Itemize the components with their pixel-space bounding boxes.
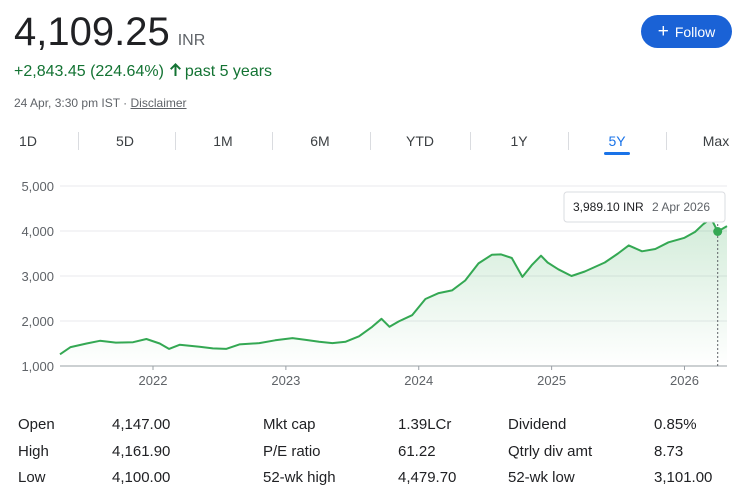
stat-value-52wk-high: 4,479.70 — [398, 469, 457, 486]
stat-value-mkt-cap: 1.39LCr — [398, 416, 452, 433]
stat-label-52wk-low: 52-wk low — [508, 469, 575, 486]
change-value: +2,843.45 (224.64%) — [14, 63, 164, 80]
y-tick-label: 1,000 — [21, 359, 54, 374]
x-tick-label: 2025 — [537, 373, 566, 388]
currency-label: INR — [177, 32, 206, 49]
stat-value-low: 4,100.00 — [112, 469, 171, 486]
tab-max[interactable]: Max — [702, 133, 730, 149]
price-change: +2,843.45 (224.64%) past 5 years — [14, 63, 272, 81]
tab-5y[interactable]: 5Y — [589, 124, 645, 158]
x-tick-label: 2023 — [271, 373, 300, 388]
timestamp: 24 Apr, 3:30 pm IST · — [14, 96, 131, 110]
stat-label-low: Low — [18, 469, 46, 486]
tab-1y[interactable]: 1Y — [510, 133, 528, 149]
stat-value-open: 4,147.00 — [112, 416, 171, 433]
y-tick-label: 2,000 — [21, 314, 54, 329]
stat-label-open: Open — [18, 416, 55, 433]
current-price: 4,109.25 — [14, 10, 170, 54]
price-header: 4,109.25 INR — [14, 10, 205, 55]
stat-label-52wk-high: 52-wk high — [263, 469, 336, 486]
tab-5d[interactable]: 5D — [116, 133, 134, 149]
y-tick-label: 4,000 — [21, 224, 54, 239]
tab-divider — [568, 132, 569, 150]
plus-icon: + — [657, 21, 669, 42]
tooltip-date: 2 Apr 2026 — [652, 200, 710, 214]
range-tabs: 1D 5D 1M 6M YTD 1Y 5Y Max — [0, 124, 740, 158]
stat-label-pe-ratio: P/E ratio — [263, 443, 321, 460]
tab-1m[interactable]: 1M — [213, 133, 233, 149]
stat-label-mkt-cap: Mkt cap — [263, 416, 316, 433]
stat-label-qtrly-div: Qtrly div amt — [508, 443, 593, 460]
price-area — [60, 218, 727, 366]
hover-point — [713, 226, 723, 236]
tab-divider — [470, 132, 471, 150]
price-line — [59, 217, 728, 356]
stat-value-pe-ratio: 61.22 — [398, 443, 436, 460]
tab-divider — [272, 132, 273, 150]
tab-divider — [175, 132, 176, 150]
tab-divider — [78, 132, 79, 150]
tooltip-value: 3,989.10 INR — [573, 200, 644, 214]
tab-1d[interactable]: 1D — [19, 133, 37, 149]
stat-value-dividend: 0.85% — [654, 416, 697, 433]
stat-value-52wk-low: 3,101.00 — [654, 469, 713, 486]
x-tick-label: 2024 — [404, 373, 433, 388]
stat-value-high: 4,161.90 — [112, 443, 171, 460]
follow-button-label: Follow — [674, 23, 716, 40]
y-axis-labels: 5,000 4,000 3,000 2,000 1,000 — [21, 179, 54, 374]
chart-tooltip: 3,989.10 INR 2 Apr 2026 — [563, 191, 726, 223]
tab-divider — [666, 132, 667, 150]
tab-divider — [370, 132, 371, 150]
x-tick-label: 2022 — [139, 373, 168, 388]
change-period: past 5 years — [184, 63, 273, 80]
arrow-up-icon — [169, 63, 181, 81]
tab-6m[interactable]: 6M — [310, 133, 330, 149]
y-tick-label: 5,000 — [21, 179, 54, 194]
disclaimer-link[interactable]: Disclaimer — [130, 96, 187, 110]
y-tick-label: 3,000 — [21, 269, 54, 284]
x-tick-label: 2026 — [670, 373, 699, 388]
follow-button[interactable]: + Follow — [641, 15, 732, 48]
x-axis-labels: 2022 2023 2024 2025 2026 — [139, 366, 699, 388]
stat-value-qtrly-div: 8.73 — [654, 443, 684, 460]
stat-label-high: High — [18, 443, 49, 460]
tab-ytd[interactable]: YTD — [406, 133, 434, 149]
quote-meta: 24 Apr, 3:30 pm IST · Disclaimer — [14, 96, 187, 110]
stat-label-dividend: Dividend — [508, 416, 567, 433]
